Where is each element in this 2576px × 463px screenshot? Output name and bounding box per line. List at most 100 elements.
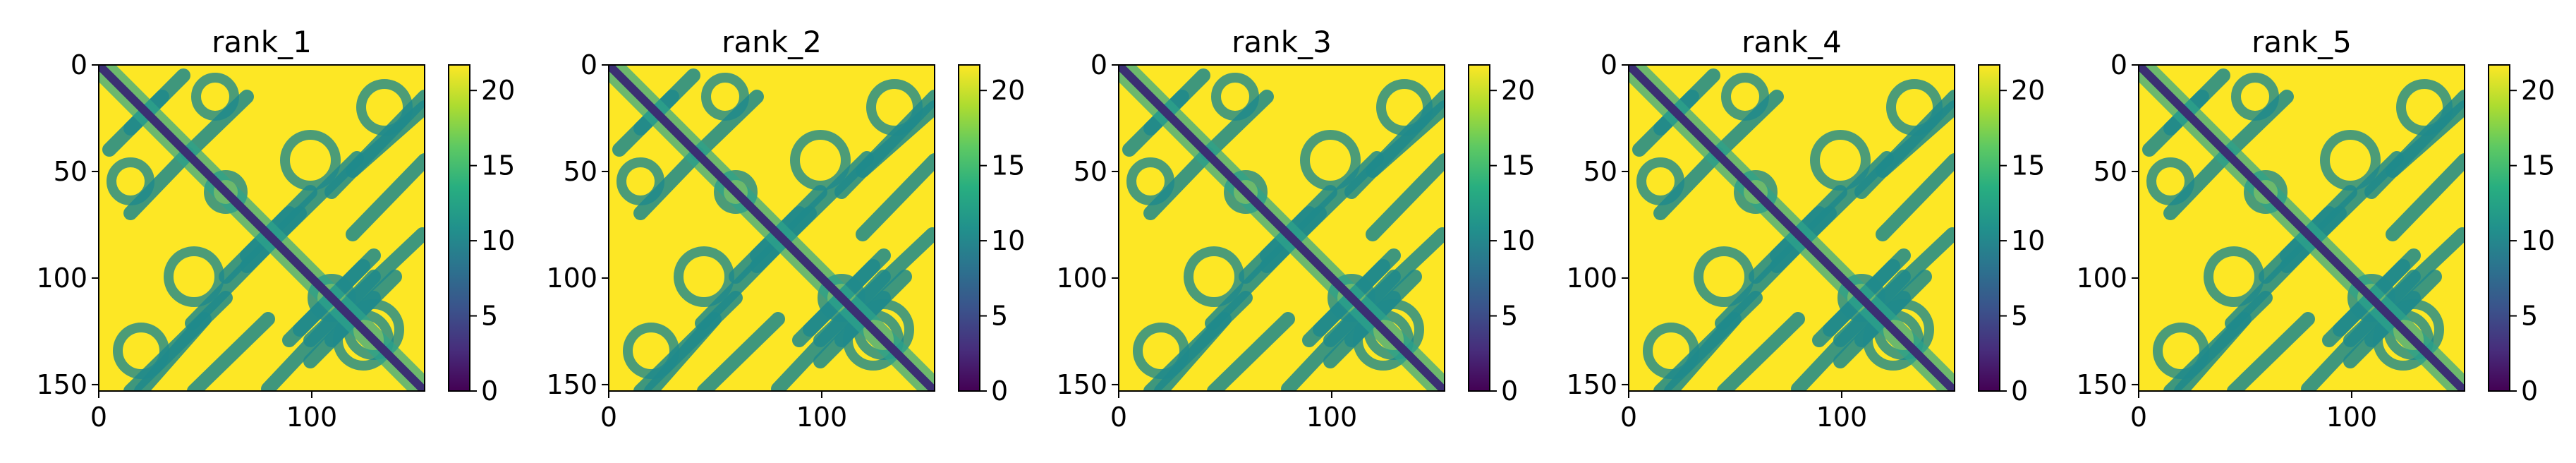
colorbar-tick-label: 5 (991, 301, 1008, 332)
contact-band (1833, 227, 1955, 347)
colorbar-tick-label: 10 (481, 225, 515, 256)
colorbar-tick-label: 15 (2011, 150, 2045, 181)
contact-ring (2204, 246, 2264, 307)
y-tick-label: 100 (2076, 263, 2127, 294)
colorbar-tick-label: 10 (1501, 225, 1535, 256)
y-tick-label: 100 (1056, 263, 1107, 294)
axes-frame (98, 64, 425, 392)
colorbar-tick-label: 20 (2011, 75, 2045, 106)
x-tick-label: 0 (2130, 402, 2147, 433)
contact-band (1207, 312, 1295, 391)
contact-band (2280, 185, 2357, 263)
colorbar-tick-label: 15 (2521, 150, 2555, 181)
diagonal-line (1629, 65, 1955, 391)
y-tick-label: 0 (1600, 49, 1617, 80)
contact-ring (2146, 157, 2194, 205)
contact-band (813, 227, 935, 347)
contact-ring (1636, 157, 1684, 205)
contact-ring (1184, 246, 1244, 307)
colorbar-tick-label: 15 (481, 150, 515, 181)
y-tick-label: 50 (1074, 156, 1107, 187)
contact-ring (1721, 73, 1769, 121)
contact-band (697, 312, 785, 391)
axes-frame (608, 64, 935, 392)
contact-band (1876, 153, 1955, 241)
contact-ring (308, 274, 356, 322)
colorbar (1979, 65, 2000, 391)
contact-band (1260, 185, 1337, 263)
x-tick-label: 0 (1110, 402, 1127, 433)
y-tick-label: 150 (546, 369, 597, 400)
colorbar (449, 65, 470, 391)
axes-frame (1118, 64, 1445, 392)
colorbar-frame (1978, 64, 2000, 392)
diagonal-line (2139, 65, 2465, 391)
heatmap-image (1629, 65, 1955, 391)
contact-ring (107, 157, 154, 205)
colorbar-tick-label: 5 (481, 301, 498, 332)
contact-ring (191, 73, 239, 121)
colorbar-tick-label: 15 (991, 150, 1025, 181)
colorbar-tick-label: 5 (2521, 301, 2538, 332)
contact-band (2227, 312, 2315, 391)
contact-band (2343, 227, 2465, 347)
colorbar-frame (958, 64, 980, 392)
y-tick-label: 50 (1584, 156, 1617, 187)
contact-ring (818, 274, 865, 322)
heatmap-image (609, 65, 935, 391)
panel-title: rank_4 (1742, 25, 1842, 59)
contact-ring (2320, 130, 2381, 191)
colorbar-tick-label: 10 (2521, 225, 2555, 256)
y-tick-label: 150 (2076, 369, 2127, 400)
x-tick-label: 100 (796, 402, 848, 433)
contact-ring (1810, 130, 1871, 191)
colorbar-tick-label: 0 (1501, 375, 1518, 407)
x-tick-label: 0 (1620, 402, 1637, 433)
heatmap-image (1119, 65, 1445, 391)
contact-band (303, 227, 425, 347)
contact-ring (113, 323, 169, 379)
y-tick-label: 100 (36, 263, 87, 294)
y-tick-label: 150 (1566, 369, 1617, 400)
contact-ring (1211, 73, 1259, 121)
y-tick-label: 50 (2094, 156, 2127, 187)
contact-ring (1328, 274, 1375, 322)
x-tick-label: 100 (1816, 402, 1868, 433)
panel-title: rank_5 (2252, 25, 2352, 59)
contact-ring (623, 323, 679, 379)
contact-ring (1694, 246, 1754, 307)
contact-band (1323, 227, 1445, 347)
y-tick-label: 50 (564, 156, 597, 187)
contact-band (240, 185, 317, 263)
contact-band (346, 153, 425, 241)
contact-ring (701, 73, 749, 121)
contact-ring (1133, 323, 1189, 379)
contact-ring (2153, 323, 2209, 379)
y-tick-label: 100 (1566, 263, 1617, 294)
diagonal-line (99, 65, 425, 391)
colorbar-tick-label: 20 (1501, 75, 1535, 106)
colorbar-tick-label: 0 (991, 375, 1008, 407)
axes-frame (1628, 64, 1955, 392)
contact-band (1717, 312, 1805, 391)
y-tick-label: 0 (2110, 49, 2127, 80)
heatmap-image (2139, 65, 2465, 391)
heatmap-image (99, 65, 425, 391)
contact-band (1366, 153, 1445, 241)
contact-ring (356, 79, 413, 136)
colorbar-tick-label: 0 (2521, 375, 2538, 407)
colorbar-tick-label: 0 (2011, 375, 2028, 407)
panel-title: rank_2 (722, 25, 822, 59)
contact-band (856, 153, 935, 241)
contact-ring (2347, 274, 2395, 322)
panel-title: rank_1 (212, 25, 312, 59)
y-tick-label: 50 (54, 156, 87, 187)
colorbar-tick-label: 20 (481, 75, 515, 106)
colorbar-tick-label: 10 (991, 225, 1025, 256)
panel-title: rank_3 (1232, 25, 1332, 59)
colorbar-frame (1468, 64, 1490, 392)
